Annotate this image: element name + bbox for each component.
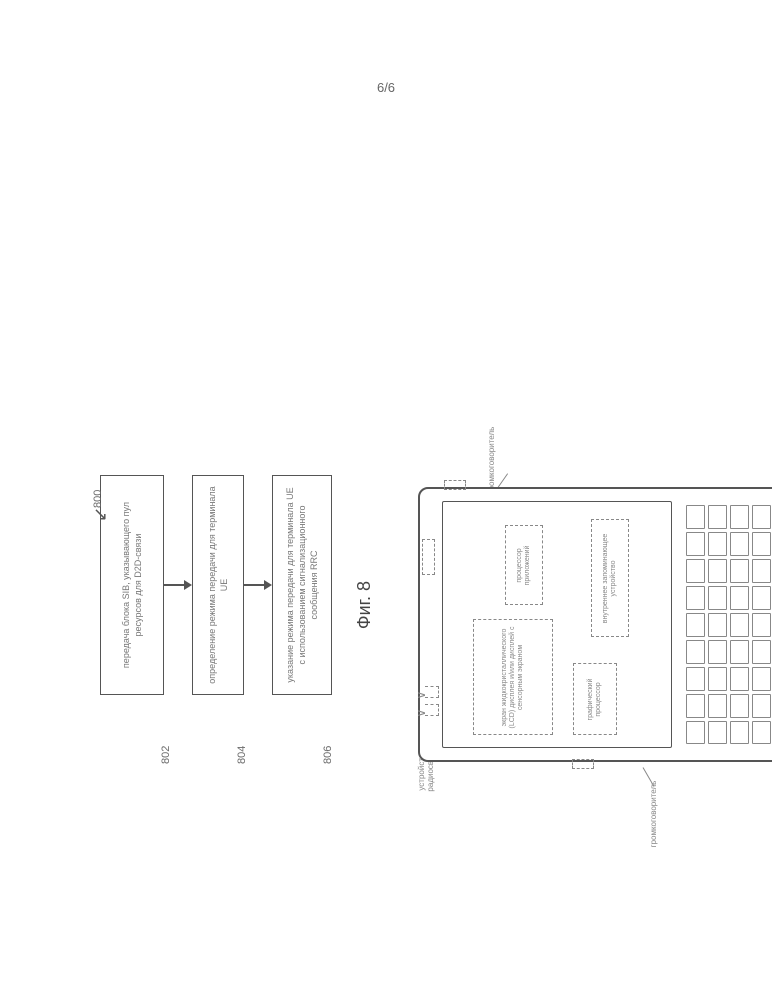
keyboard-key xyxy=(686,613,705,637)
figure-8: 800 ↙ 802 передача блока SIB, указывающе… xyxy=(100,440,375,770)
gfx-processor-block: графический процессор xyxy=(573,664,617,736)
keyboard-key xyxy=(708,613,727,637)
keyboard-key xyxy=(686,721,705,745)
app-processor-text: процессор приложений xyxy=(516,529,532,603)
page-number: 6/6 xyxy=(377,80,395,95)
keyboard-key xyxy=(708,506,727,530)
keyboard-key xyxy=(708,586,727,610)
keyboard-key xyxy=(686,694,705,718)
device-outline: экран жидкокристаллического (LCD) диспле… xyxy=(418,488,772,763)
keyboard-key xyxy=(708,694,727,718)
flow-step-2: определение режима передачи для терминал… xyxy=(192,475,244,695)
keyboard-key xyxy=(752,559,771,583)
keyboard-key xyxy=(730,532,749,556)
nvm-port-icon xyxy=(422,540,435,576)
keyboard-key xyxy=(708,532,727,556)
antenna-icon xyxy=(425,705,439,717)
keyboard-key xyxy=(730,559,749,583)
keyboard-key xyxy=(730,613,749,637)
keyboard-key xyxy=(730,694,749,718)
keyboard-key xyxy=(686,506,705,530)
keyboard-key xyxy=(730,586,749,610)
keyboard-key xyxy=(752,506,771,530)
screen-text: экран жидкокристаллического (LCD) диспле… xyxy=(501,623,525,733)
keyboard-key xyxy=(752,613,771,637)
keyboard-key xyxy=(752,640,771,664)
fig8-ref-number: 800 xyxy=(92,490,104,508)
step-ref-802: 802 xyxy=(160,746,172,764)
keyboard-block xyxy=(686,506,771,745)
flow-step-1-text: передача блока SIB, указывающего пул рес… xyxy=(120,486,144,684)
keyboard-key xyxy=(730,640,749,664)
gfx-processor-text: графический процессор xyxy=(587,667,603,733)
keyboard-key xyxy=(730,667,749,691)
keyboard-key xyxy=(752,532,771,556)
storage-text: внутреннее запоминающее устройство xyxy=(602,523,618,635)
speaker-left-icon xyxy=(572,760,594,770)
app-processor-block: процессор приложений xyxy=(505,526,543,606)
keyboard-key xyxy=(752,586,771,610)
screen-block: экран жидкокристаллического (LCD) диспле… xyxy=(473,620,553,736)
keyboard-key xyxy=(686,586,705,610)
keyboard-key xyxy=(708,721,727,745)
speaker-right-icon xyxy=(444,481,466,491)
flow-step-2-text: определение режима передачи для терминал… xyxy=(206,486,230,684)
device-screen-area: экран жидкокристаллического (LCD) диспле… xyxy=(442,502,672,749)
storage-block: внутреннее запоминающее устройство xyxy=(591,520,629,638)
keyboard-key xyxy=(708,559,727,583)
figure-9: устройство радиосвязи ▾ несколько антенн… xyxy=(360,390,772,860)
keyboard-key xyxy=(686,640,705,664)
flow-step-3: указание режима передачи для терминала U… xyxy=(272,475,332,695)
keyboard-key xyxy=(752,721,771,745)
keyboard-key xyxy=(686,667,705,691)
keyboard-key xyxy=(686,559,705,583)
keyboard-key xyxy=(708,640,727,664)
step-ref-804: 804 xyxy=(236,746,248,764)
step-ref-806: 806 xyxy=(322,746,334,764)
antenna-icon xyxy=(425,687,439,699)
keyboard-key xyxy=(730,721,749,745)
keyboard-key xyxy=(730,506,749,530)
keyboard-key xyxy=(752,667,771,691)
flow-connector-2 xyxy=(244,580,272,590)
flow-connector-1 xyxy=(164,580,192,590)
flow-step-3-text: указание режима передачи для терминала U… xyxy=(284,486,320,684)
keyboard-key xyxy=(708,667,727,691)
arrow-icon: ↙ xyxy=(90,507,111,522)
keyboard-key xyxy=(686,532,705,556)
keyboard-key xyxy=(752,694,771,718)
